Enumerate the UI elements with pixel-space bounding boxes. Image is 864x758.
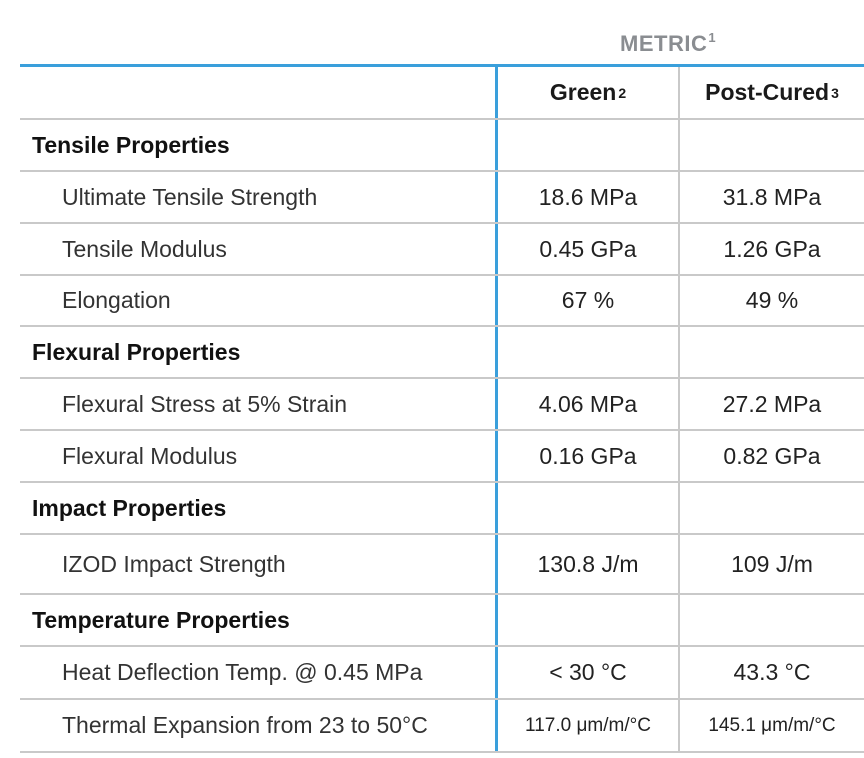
row-green-value — [495, 595, 678, 645]
properties-table: Green 2 Post-Cured 3 Tensile Properties Ul… — [20, 64, 864, 753]
header-green: Green 2 — [495, 67, 678, 118]
table-row: Thermal Expansion from 23 to 50°C 117.0 … — [20, 700, 864, 753]
row-label: Tensile Properties — [32, 131, 230, 158]
row-label: IZOD Impact Strength — [62, 550, 286, 577]
row-green-value: 0.16 GPa — [495, 431, 678, 481]
row-post-cured-value: 1.26 GPa — [678, 224, 864, 274]
row-green-value: 0.45 GPa — [495, 224, 678, 274]
row-post-cured-value: 109 J/m — [678, 535, 864, 593]
header-post-cured-label: Post-Cured — [705, 79, 830, 105]
row-post-cured-value: 43.3 °C — [678, 647, 864, 698]
metric-heading-text: METRIC — [620, 31, 708, 56]
row-green-value: 117.0 μm/m/°C — [495, 700, 678, 751]
metric-heading: METRIC1 — [620, 30, 716, 57]
metric-footnote: 1 — [708, 30, 717, 45]
row-green-value: 18.6 MPa — [495, 172, 678, 222]
row-label: Impact Properties — [32, 494, 227, 521]
row-post-cured-value — [678, 483, 864, 533]
row-post-cured-value: 0.82 GPa — [678, 431, 864, 481]
row-label: Flexural Properties — [32, 338, 241, 365]
table-row: Elongation 67 % 49 % — [20, 276, 864, 327]
row-label: Heat Deflection Temp. @ 0.45 MPa — [62, 659, 423, 685]
row-green-value — [495, 120, 678, 170]
row-post-cured-value: 27.2 MPa — [678, 379, 864, 429]
row-green-value — [495, 483, 678, 533]
table-row-section: Temperature Properties — [20, 595, 864, 647]
header-green-footnote: 2 — [618, 84, 627, 101]
table-row: Flexural Stress at 5% Strain 4.06 MPa 27… — [20, 379, 864, 431]
table-header-row: Green 2 Post-Cured 3 — [20, 67, 864, 120]
row-green-value: < 30 °C — [495, 647, 678, 698]
row-green-value — [495, 327, 678, 377]
row-post-cured-value: 145.1 μm/m/°C — [678, 700, 864, 751]
table-row-section: Flexural Properties — [20, 327, 864, 379]
row-post-cured-value — [678, 595, 864, 645]
row-post-cured-value: 49 % — [678, 276, 864, 325]
row-post-cured-value — [678, 327, 864, 377]
table-row-section: Tensile Properties — [20, 120, 864, 172]
table-row: Ultimate Tensile Strength 18.6 MPa 31.8 … — [20, 172, 864, 224]
header-empty-cell — [20, 67, 494, 118]
table-row: Tensile Modulus 0.45 GPa 1.26 GPa — [20, 224, 864, 276]
row-label: Thermal Expansion from 23 to 50°C — [62, 712, 428, 738]
header-post-cured-footnote: 3 — [831, 84, 839, 101]
row-green-value: 4.06 MPa — [495, 379, 678, 429]
table-row-section: Impact Properties — [20, 483, 864, 535]
table-row: Heat Deflection Temp. @ 0.45 MPa < 30 °C… — [20, 647, 864, 700]
table-row: IZOD Impact Strength 130.8 J/m 109 J/m — [20, 535, 864, 595]
row-post-cured-value — [678, 120, 864, 170]
table-row: Flexural Modulus 0.16 GPa 0.82 GPa — [20, 431, 864, 483]
row-label: Tensile Modulus — [62, 235, 227, 262]
row-label: Temperature Properties — [32, 606, 290, 633]
header-green-label: Green — [549, 79, 617, 105]
row-green-value: 130.8 J/m — [495, 535, 678, 593]
row-label: Flexural Stress at 5% Strain — [62, 390, 348, 417]
row-green-value: 67 % — [495, 276, 678, 325]
row-label: Elongation — [62, 287, 171, 313]
header-post-cured: Post-Cured 3 — [678, 67, 864, 118]
row-label: Ultimate Tensile Strength — [62, 183, 318, 210]
row-label: Flexural Modulus — [62, 442, 238, 469]
row-post-cured-value: 31.8 MPa — [678, 172, 864, 222]
